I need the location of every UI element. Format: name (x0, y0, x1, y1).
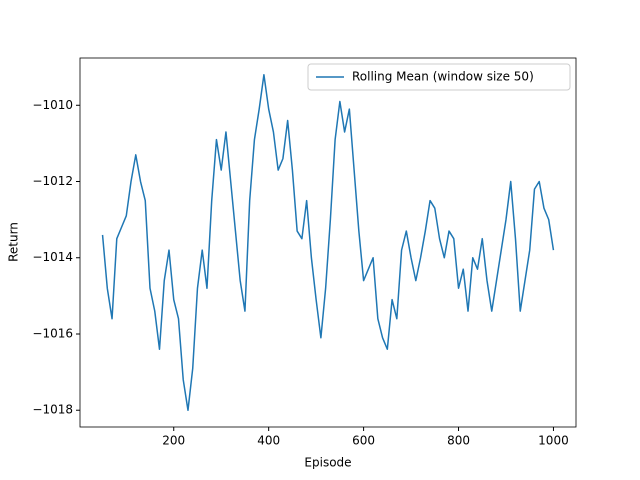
y-tick-label: −1018 (32, 403, 73, 417)
x-tick-label: 1000 (538, 434, 569, 448)
x-tick-label: 600 (352, 434, 375, 448)
x-tick-label: 400 (257, 434, 280, 448)
x-tick-label: 200 (162, 434, 185, 448)
x-axis-label: Episode (304, 456, 351, 470)
y-tick-label: −1010 (32, 98, 73, 112)
y-tick-label: −1014 (32, 250, 73, 264)
line-series (101, 74, 555, 411)
legend-box (307, 63, 571, 91)
y-tick-label: −1016 (32, 326, 73, 340)
y-axis-label: Return (7, 222, 21, 262)
y-tick-label: −1012 (32, 174, 73, 188)
legend-label: Rolling Mean (window size 50) (352, 70, 534, 84)
plot-frame (79, 57, 577, 428)
x-tick-label: 800 (447, 434, 470, 448)
